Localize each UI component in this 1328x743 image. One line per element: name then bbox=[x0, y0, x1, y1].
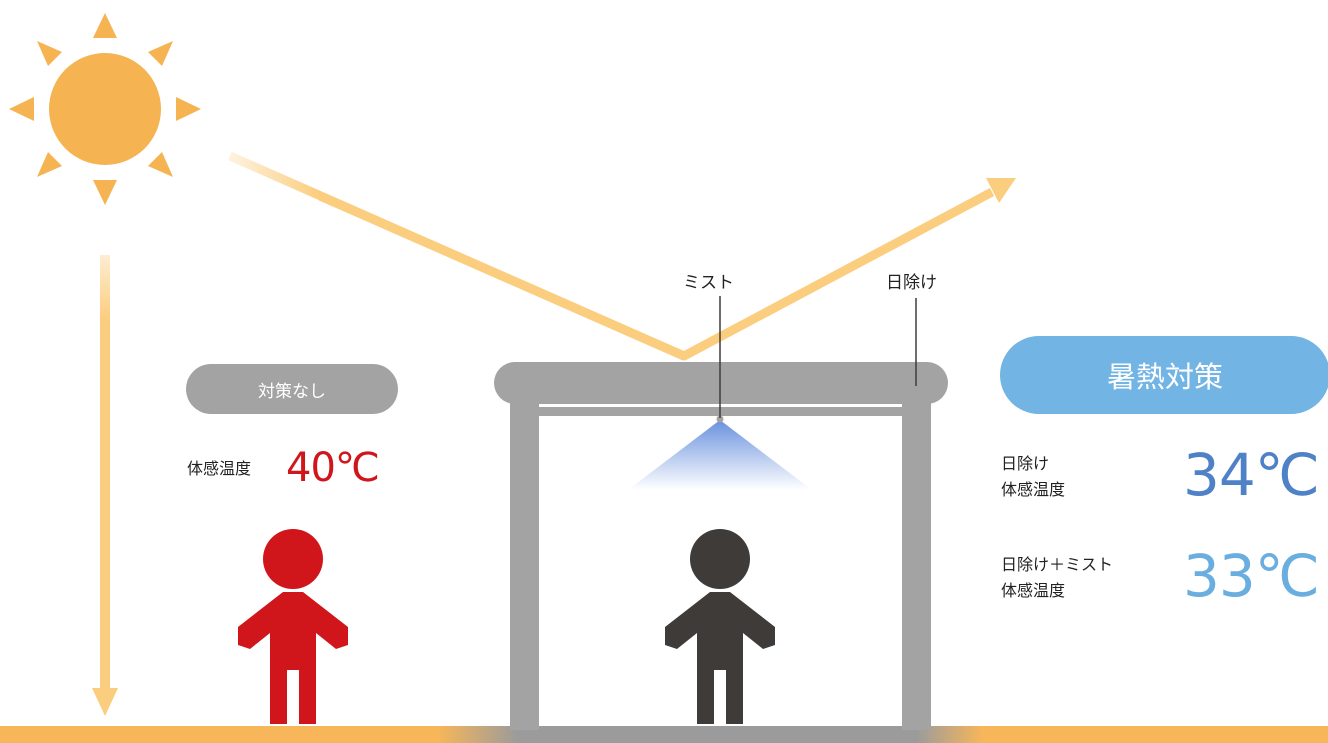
sunshade-roof bbox=[494, 362, 948, 404]
person-under-shade-icon bbox=[665, 529, 775, 724]
shade-mist-label-line2: 体感温度 bbox=[1001, 581, 1066, 600]
sun-ray-reflected bbox=[228, 151, 1016, 361]
sun-ray-vertical bbox=[92, 255, 118, 716]
no-measure-temp-value: 40℃ bbox=[286, 445, 380, 491]
mist-spray bbox=[628, 415, 812, 490]
measure-badge: 暑熱対策 bbox=[1000, 336, 1328, 414]
sunshade-label: 日除け bbox=[886, 273, 937, 293]
sun-icon bbox=[9, 13, 201, 205]
no-measure-badge: 対策なし bbox=[186, 364, 398, 414]
shade-mist-label-line1: 日除け＋ミスト bbox=[1001, 555, 1114, 574]
shade-label-line2: 体感温度 bbox=[1001, 480, 1066, 499]
ground bbox=[0, 726, 1328, 743]
shade-temp-value: 34℃ bbox=[1183, 441, 1320, 509]
shade-mist-temp-value: 33℃ bbox=[1183, 542, 1320, 610]
no-measure-temp-label: 体感温度 bbox=[187, 459, 252, 478]
mist-label: ミスト bbox=[683, 273, 734, 293]
person-no-measure-icon bbox=[238, 529, 348, 724]
shade-label-line1: 日除け bbox=[1001, 454, 1050, 473]
